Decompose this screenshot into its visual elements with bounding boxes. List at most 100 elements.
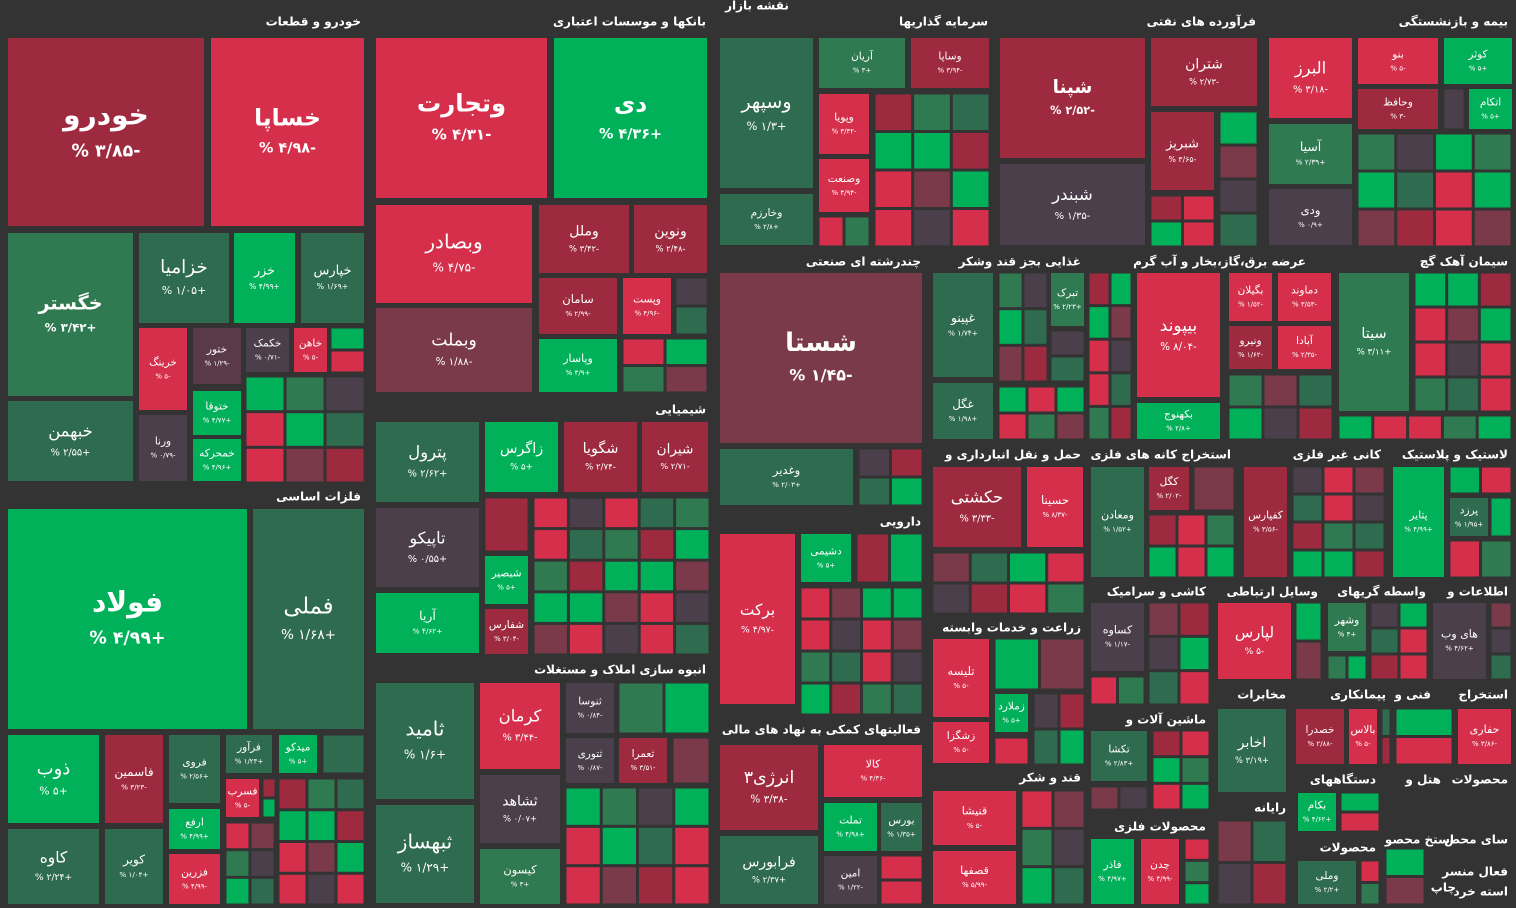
stock-tile [376, 593, 479, 653]
stock-change: +۱/۳۵ % [887, 830, 916, 838]
stock-change: -۰/۸۷ % [577, 764, 603, 772]
stock-tile [301, 233, 364, 323]
stock-name: بکهنوج [1164, 409, 1193, 421]
small-tile [999, 346, 1022, 381]
small-tile [326, 413, 364, 446]
small-tile [666, 339, 707, 364]
small-tile [1054, 791, 1084, 827]
stock-change: +۱/۰۴ % [119, 870, 148, 879]
stock-name: بالاس [1351, 724, 1376, 736]
small-tile [1182, 784, 1209, 809]
small-tile [1111, 374, 1131, 405]
stock-tile [801, 534, 851, 582]
stock-change: -۳/۳۸ % [750, 794, 787, 806]
small-tile [308, 874, 335, 904]
stock-change: +۴/۹ % [566, 369, 591, 377]
stock-name: وپویا [834, 112, 854, 124]
small-tile [1089, 307, 1109, 338]
small-tile [881, 856, 922, 879]
stock-name: شبندر [1051, 185, 1093, 205]
small-tile [1253, 864, 1286, 904]
stock-change: -۴/۷۵ % [433, 261, 476, 275]
small-tile [1444, 89, 1464, 129]
stock-change: -۲/۴۸ % [656, 243, 686, 253]
small-tile [1060, 730, 1084, 764]
stock-name: خزر [253, 263, 275, 279]
small-tile [875, 171, 912, 207]
stock-change: +۲/۲۳ % [1053, 303, 1082, 311]
small-tile [308, 779, 335, 809]
stock-tile [1091, 467, 1144, 577]
small-tile [1180, 672, 1209, 704]
small-tile [1111, 340, 1131, 372]
small-tile [1153, 758, 1180, 782]
stock-change: -۵ % [235, 801, 251, 809]
small-tile [859, 478, 889, 505]
small-tile [640, 498, 674, 528]
stock-change: -۳/۸۶ % [1472, 740, 1498, 748]
small-tile [263, 779, 275, 797]
stock-change: +۴/۹۹ % [1404, 525, 1433, 533]
small-tile [640, 593, 674, 622]
small-tile [1182, 731, 1209, 756]
small-tile [676, 530, 709, 559]
small-tile [863, 620, 891, 650]
small-tile [1264, 375, 1297, 406]
stock-name: شبریز [1165, 136, 1199, 151]
stock-name: پرزد [1460, 505, 1479, 517]
small-tile [1010, 584, 1046, 613]
small-tile [1151, 196, 1181, 220]
stock-name: بنو [1391, 49, 1404, 61]
small-tile [308, 843, 335, 872]
stock-name: وملل [569, 223, 599, 239]
stock-tile [881, 803, 922, 851]
stock-tile [634, 205, 707, 273]
stock-change: -۲/۳۵ % [1292, 351, 1318, 359]
stock-change: -۴/۹۹ % [1147, 875, 1173, 883]
stock-change: +۴/۶۲ % [1303, 815, 1332, 823]
stock-name: حفاری [1470, 723, 1500, 736]
stock-tile [995, 694, 1028, 732]
stock-name: زشگزا [947, 729, 975, 742]
stock-change: -۰/۷۱ % [255, 353, 281, 361]
small-tile [1218, 821, 1251, 861]
stock-change: +۱/۶۹ % [317, 282, 349, 291]
small-tile [1051, 357, 1084, 381]
small-tile [666, 367, 707, 392]
stock-name: وتجارت [417, 88, 506, 117]
stock-change: +۵ % [289, 757, 308, 765]
stock-name: وسپهر [740, 91, 791, 113]
small-tile [875, 210, 912, 246]
stock-tile [1349, 709, 1377, 764]
stock-name: تکشا [1108, 744, 1129, 756]
stock-tile [376, 422, 479, 502]
small-tile [246, 448, 284, 482]
stock-tile [376, 205, 532, 303]
small-tile [1151, 222, 1181, 246]
small-tile [569, 624, 603, 654]
stock-tile [1229, 326, 1272, 369]
small-tile [1371, 655, 1398, 679]
small-tile [1341, 793, 1379, 811]
stock-name: حکشتی [951, 488, 1003, 507]
stock-tile [294, 328, 327, 372]
stock-name: آریان [851, 50, 874, 63]
stock-tile [8, 509, 247, 729]
small-tile [1010, 553, 1046, 582]
sector-title: زراعت و خدمات وابسته [942, 621, 1081, 636]
stock-name: خبهمن [48, 422, 93, 442]
small-tile [1355, 467, 1384, 493]
small-tile [1091, 787, 1118, 809]
stock-name: بگیلان [1238, 284, 1264, 297]
sector-title: وسایل ارتباطی [1226, 585, 1318, 600]
small-tile [675, 788, 709, 825]
stock-name: شبصیر [490, 568, 521, 580]
small-tile [1482, 467, 1511, 493]
stock-change: -۵ % [967, 822, 983, 830]
stock-name: اتکام [1480, 97, 1501, 109]
stock-tile [1458, 709, 1511, 764]
stock-change: +۵ % [817, 561, 836, 569]
stock-change: +۴/۹۶ % [203, 463, 232, 471]
stock-change: -۳/۲۳ % [121, 782, 147, 791]
stock-change: +۱/۲۳ % [235, 757, 264, 765]
